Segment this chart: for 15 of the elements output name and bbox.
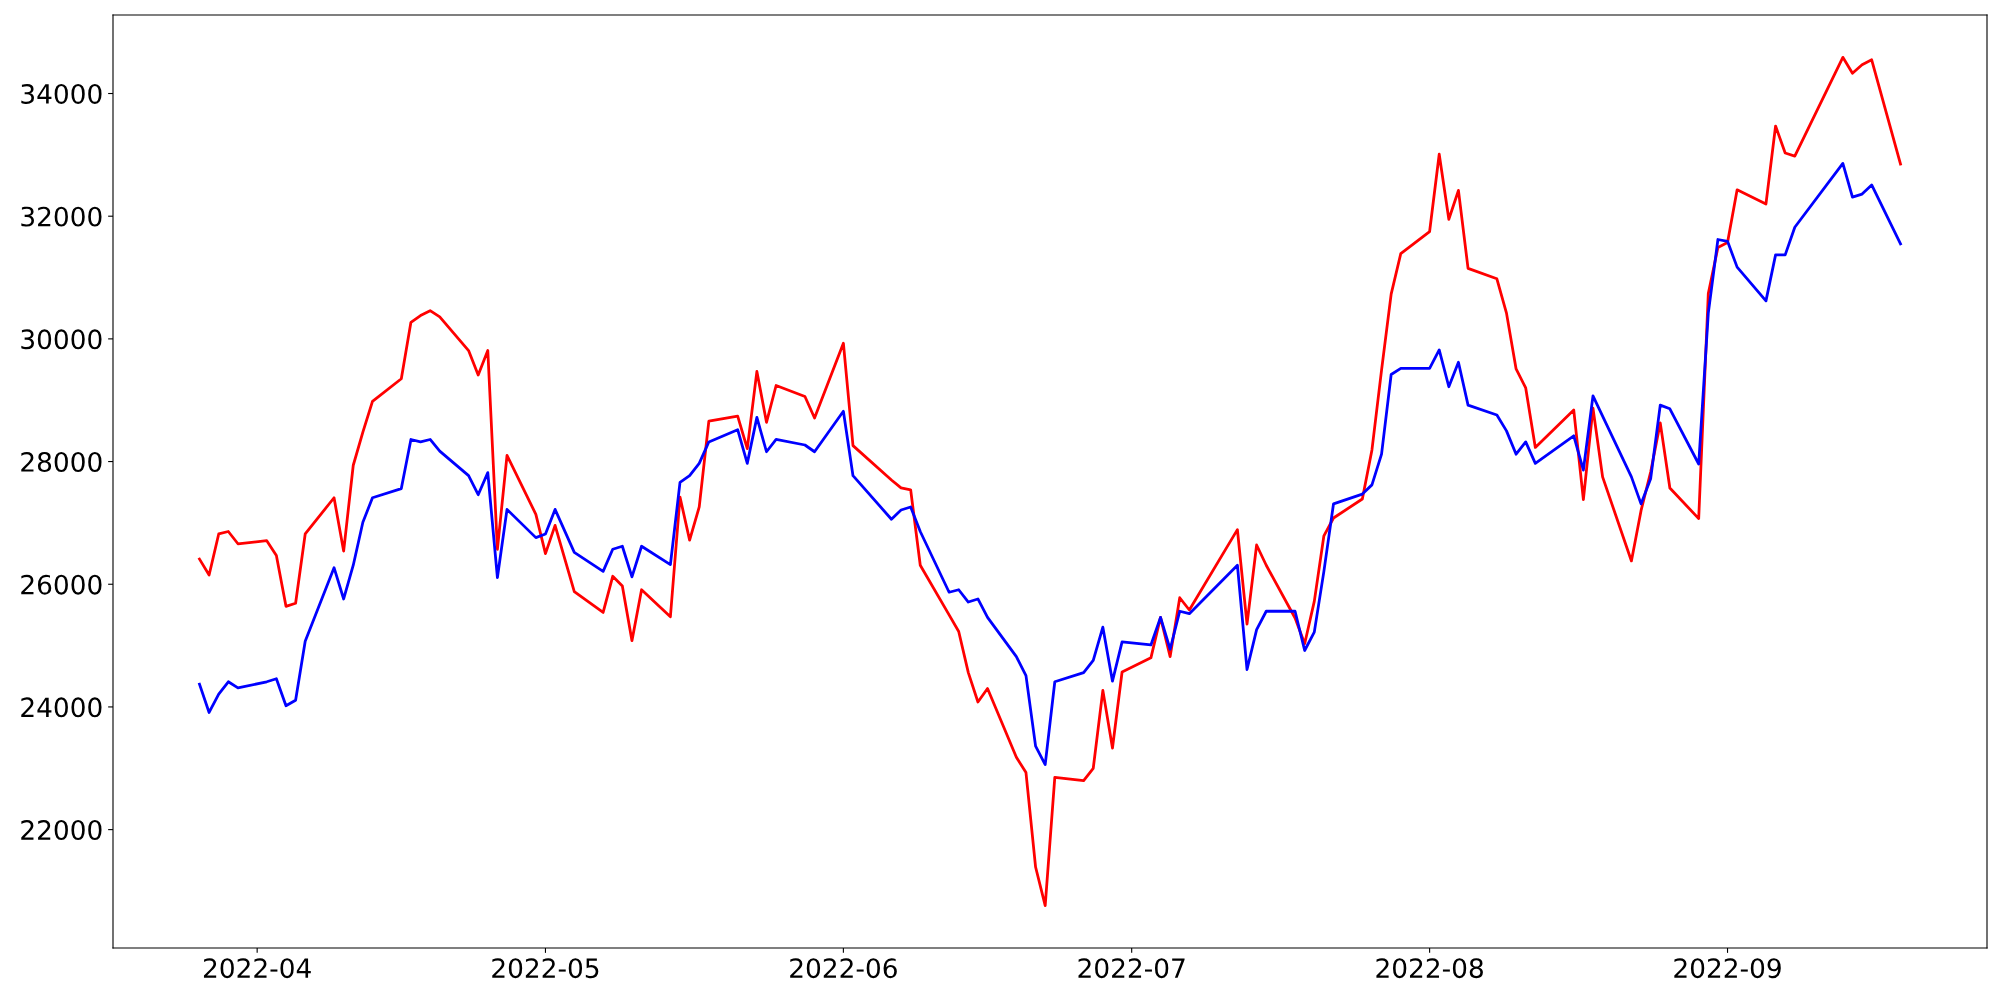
line-series (198, 162, 1902, 766)
x-tick-label: 2022-04 (203, 958, 311, 979)
y-tick-label: 30000 (21, 329, 102, 350)
y-tick-label: 24000 (21, 697, 102, 718)
x-tick-label: 2022-09 (1674, 958, 1781, 979)
y-tick-label: 22000 (21, 820, 102, 841)
x-tick-label: 2022-05 (492, 958, 599, 979)
y-tick-label: 34000 (21, 83, 102, 104)
x-tick-label: 2022-07 (1078, 958, 1185, 979)
x-tick-label: 2022-08 (1376, 958, 1483, 979)
y-tick-label: 28000 (21, 452, 102, 472)
y-tick-label: 32000 (21, 206, 102, 227)
y-tick-label: 26000 (21, 574, 102, 595)
line-series (198, 55, 1902, 908)
x-tick-label: 2022-06 (790, 958, 897, 979)
